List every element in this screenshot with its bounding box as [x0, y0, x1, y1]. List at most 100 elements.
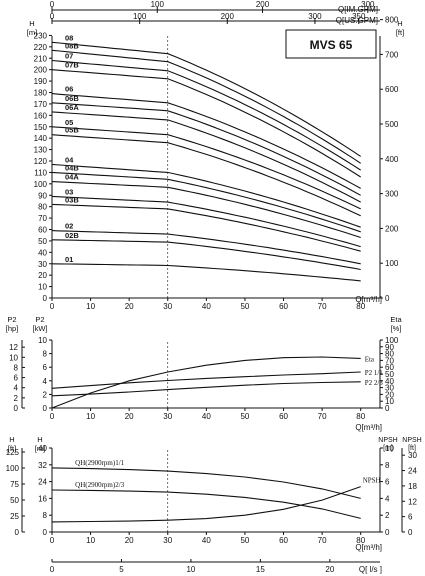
series-label-QH-2900rpm-1-1: QH(2900rpm)1/1: [75, 459, 124, 467]
head-y-tick-label: 100: [34, 180, 48, 189]
hp-tick-label: 2: [14, 394, 19, 403]
head-y-tick-label: 120: [34, 157, 48, 166]
npsh-ft-axis-title: NPSH: [402, 437, 421, 444]
npsh-ft-tick-label: 0: [408, 528, 413, 537]
head-ft-tick-label: 500: [385, 120, 399, 129]
hp-tick-label: 10: [9, 353, 18, 362]
speed-ft-tick-label: 25: [10, 512, 19, 521]
chart-title: MVS 65: [310, 38, 353, 52]
q-axis-tick-label: 20: [125, 302, 134, 311]
q-axis-tick-label: 20: [125, 536, 134, 545]
hp-tick-label: 8: [14, 363, 19, 372]
head-y-tick-label: 10: [38, 283, 47, 292]
q-axis-tick-label: 30: [163, 302, 172, 311]
eta-tick-label: 70: [385, 356, 394, 365]
kw-tick-label: 2: [43, 390, 48, 399]
eta-tick-label: 10: [385, 397, 394, 406]
npsh-m-tick-label: 4: [385, 494, 390, 503]
eta-tick-label: 50: [385, 370, 394, 379]
speed-ft-tick-label: 125: [6, 448, 20, 457]
q-axis-title: Q[m³/h]: [355, 543, 382, 552]
eta-tick-label: 0: [385, 404, 390, 413]
eta-tick-label: 90: [385, 343, 394, 352]
stage-label-08B: 08B: [65, 41, 79, 50]
head-ft-tick-label: 100: [385, 259, 399, 268]
npsh-m-tick-label: 8: [385, 461, 390, 470]
q-axis-tick-label: 60: [279, 302, 288, 311]
eta-tick-label: 20: [385, 390, 394, 399]
head-y-tick-label: 140: [34, 134, 48, 143]
series-label-P2-2-3: P2 2/3: [365, 379, 384, 387]
q-axis-tick-label: 80: [356, 412, 365, 421]
head-curve-02B: [51, 239, 361, 271]
head-curve-04A: [51, 181, 361, 239]
eta-tick-label: 40: [385, 377, 394, 386]
head-y-tick-label: 230: [34, 31, 48, 40]
speed-m-tick-label: 16: [38, 494, 47, 503]
series-label-QH-2900rpm-2-3: QH(2900rpm)2/3: [75, 481, 124, 489]
im-gpm-tick-label: 300: [361, 0, 375, 9]
head-ft-tick-label: 200: [385, 224, 399, 233]
kw-tick-label: 10: [38, 336, 47, 345]
q-axis-tick-label: 0: [50, 302, 55, 311]
head-y-tick-label: 180: [34, 89, 48, 98]
head-y-tick-label: 80: [38, 203, 47, 212]
head-ft-tick-label: 400: [385, 155, 399, 164]
q-axis-tick-label: 60: [279, 412, 288, 421]
q-axis-tick-label: 70: [318, 536, 327, 545]
stage-label-04A: 04A: [65, 173, 79, 182]
stage-label-03B: 03B: [65, 195, 79, 204]
title-box: MVS 65: [285, 29, 377, 59]
curve-P2-2-3: [51, 381, 361, 397]
npsh-ft-tick-label: 18: [408, 482, 417, 491]
q-axis-tick-label: 70: [318, 412, 327, 421]
ls-axis-tick-label: 20: [325, 565, 334, 574]
eta-axis-title: Eta: [390, 315, 402, 324]
speed-ft-tick-label: 0: [15, 528, 20, 537]
speed-ft-tick-label: 75: [10, 480, 19, 489]
head-y-tick-label: 130: [34, 146, 48, 155]
head-curve-03: [51, 195, 361, 248]
head-ft-tick-label: 0: [385, 294, 390, 303]
stage-label-01: 01: [65, 255, 73, 264]
stage-label-05: 05: [65, 118, 73, 127]
kw-axis-unit: [kW]: [33, 324, 48, 333]
head-y-tick-label: 90: [38, 191, 47, 200]
hp-tick-label: 4: [14, 384, 19, 393]
eta-tick-label: 30: [385, 384, 394, 393]
head-ft-tick-label: 800: [385, 16, 399, 25]
head-curve-06A: [51, 111, 361, 203]
q-axis-tick-label: 10: [86, 302, 95, 311]
stage-label-07B: 07B: [65, 61, 79, 70]
q-axis-tick-label: 50: [240, 412, 249, 421]
im-gpm-tick-label: 200: [256, 0, 270, 9]
head-curve-01: [51, 263, 361, 282]
eta-axis-unit: [%]: [391, 324, 402, 333]
head-curve-03B: [51, 203, 361, 252]
head-ft-axis-title: H: [397, 19, 402, 28]
speed-m-tick-label: 40: [38, 444, 47, 453]
npsh-m-tick-label: 2: [385, 511, 390, 520]
head-curve-02: [51, 230, 361, 265]
ls-axis-tick-label: 15: [256, 565, 265, 574]
stage-label-03: 03: [65, 187, 73, 196]
curve-QH-2900rpm-1-1: [51, 467, 361, 499]
q-axis-tick-label: 40: [202, 412, 211, 421]
stage-label-08: 08: [65, 33, 73, 42]
curve-QH-2900rpm-2-3: [51, 489, 361, 519]
head-y-tick-label: 20: [38, 271, 47, 280]
series-label-Eta: Eta: [365, 355, 375, 363]
q-axis-tick-label: 0: [50, 536, 55, 545]
q-axis-tick-label: 0: [50, 412, 55, 421]
q-axis-title: Q[m³/h]: [355, 423, 382, 432]
q-axis-tick-label: 70: [318, 302, 327, 311]
speed-ft-tick-label: 100: [6, 464, 20, 473]
stage-label-06B: 06B: [65, 94, 79, 103]
q-axis-tick-label: 20: [125, 412, 134, 421]
head-curve-05B: [51, 134, 361, 217]
q-axis-tick-label: 80: [356, 536, 365, 545]
stage-label-02B: 02B: [65, 231, 79, 240]
kw-axis-title: P2: [35, 315, 44, 324]
